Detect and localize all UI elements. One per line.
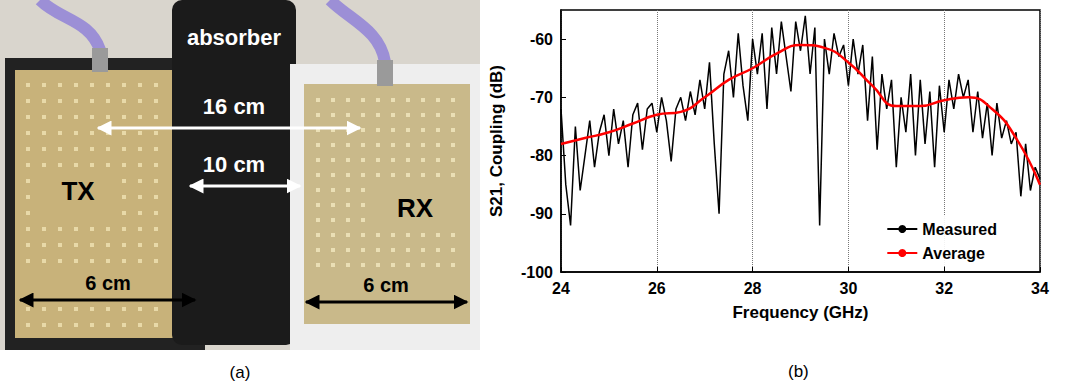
svg-text:10 cm: 10 cm (203, 152, 265, 177)
svg-text:6 cm: 6 cm (85, 272, 131, 294)
svg-text:24: 24 (552, 280, 570, 297)
svg-text:26: 26 (648, 280, 666, 297)
svg-text:-90: -90 (530, 205, 553, 222)
svg-text:34: 34 (1031, 280, 1049, 297)
svg-text:Frequency (GHz): Frequency (GHz) (732, 303, 868, 322)
svg-text:absorber: absorber (187, 25, 282, 50)
svg-text:28: 28 (744, 280, 762, 297)
svg-text:RX: RX (397, 193, 434, 223)
svg-text:-70: -70 (530, 89, 553, 106)
html-text:(b): (b) (788, 362, 809, 381)
svg-text:-80: -80 (530, 147, 553, 164)
svg-text:-60: -60 (530, 31, 553, 48)
svg-text:TX: TX (61, 176, 95, 206)
svg-text:S21, Coupling (dB): S21, Coupling (dB) (487, 65, 506, 217)
svg-text:6 cm: 6 cm (363, 274, 409, 296)
svg-text:Measured: Measured (922, 221, 997, 238)
svg-text:16 cm: 16 cm (203, 94, 265, 119)
svg-text:(a): (a) (230, 363, 251, 382)
svg-text:-100: -100 (521, 264, 553, 281)
svg-text:30: 30 (840, 280, 858, 297)
svg-text:32: 32 (935, 280, 953, 297)
svg-text:Average: Average (922, 245, 985, 262)
